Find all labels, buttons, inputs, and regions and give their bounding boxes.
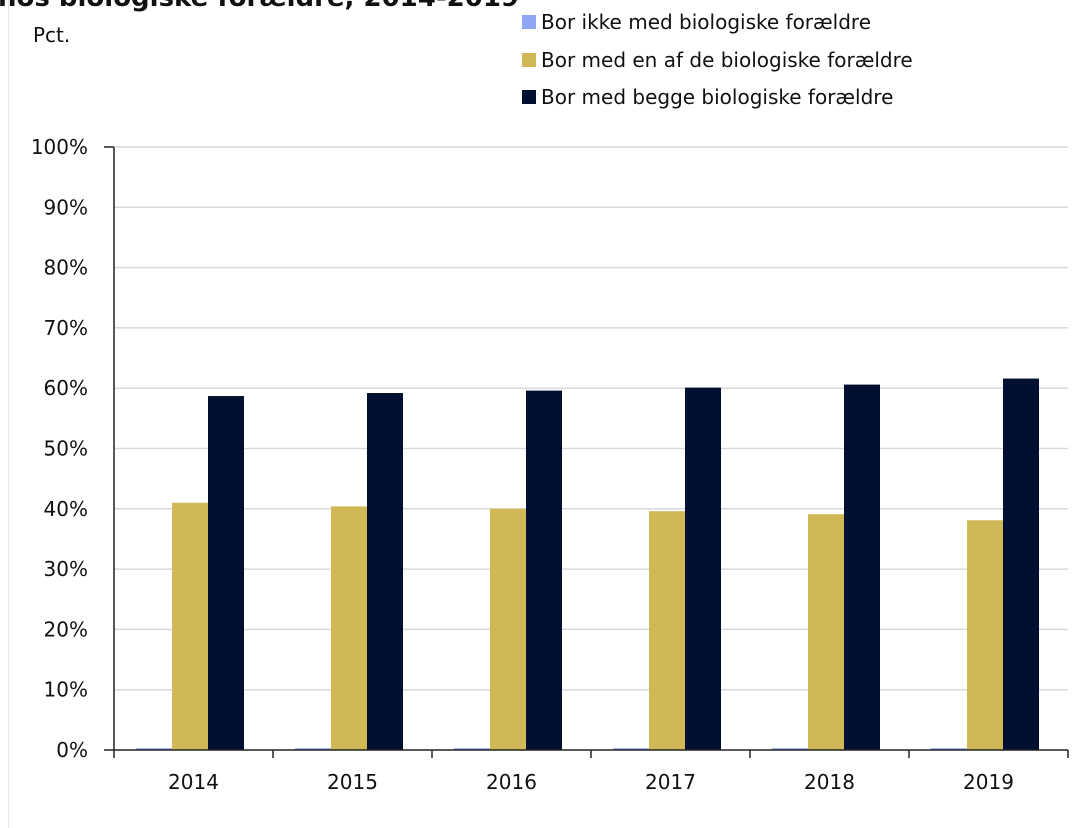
bar-begge-forældre xyxy=(526,390,562,750)
y-tick-label: 10% xyxy=(44,678,88,702)
x-tick-label: 2017 xyxy=(645,770,696,794)
bar-begge-forældre xyxy=(208,396,244,750)
legend-label: Bor med begge biologiske forældre xyxy=(541,85,893,109)
x-tick-label: 2015 xyxy=(327,770,378,794)
bar-bor-ikke xyxy=(772,748,808,750)
bar-en-forælder xyxy=(331,506,367,750)
x-tick-labels: 2014 2015 2016 2017 2018 2019 xyxy=(168,770,1014,794)
legend-swatch xyxy=(522,15,536,29)
bar-begge-forældre xyxy=(844,384,880,750)
y-tick-label: 70% xyxy=(44,316,88,340)
y-tick-label: 60% xyxy=(44,376,88,400)
y-tick-label: 100% xyxy=(31,135,88,159)
bar-begge-forældre xyxy=(367,393,403,750)
y-unit-label: Pct. xyxy=(33,23,70,47)
bar-en-forælder xyxy=(649,511,685,750)
y-tick-label: 50% xyxy=(44,437,88,461)
x-tick-label: 2016 xyxy=(486,770,537,794)
bar-en-forælder xyxy=(172,502,208,750)
bar-bor-ikke xyxy=(931,748,967,750)
chart-title: hos biologiske forældre, 2014-2019 xyxy=(0,0,519,13)
legend-swatch xyxy=(522,90,536,104)
x-tick-label: 2019 xyxy=(963,770,1014,794)
bar-begge-forældre xyxy=(685,387,721,750)
x-tick-label: 2014 xyxy=(168,770,219,794)
bar-bor-ikke xyxy=(295,748,331,750)
legend-label: Bor ikke med biologiske forældre xyxy=(541,10,871,34)
y-tick-label: 90% xyxy=(44,195,88,219)
bar-bor-ikke xyxy=(136,748,172,750)
bar-en-forælder xyxy=(808,514,844,750)
legend-label: Bor med en af de biologiske forældre xyxy=(541,48,913,72)
left-rule xyxy=(8,0,9,828)
gridlines xyxy=(114,146,1068,691)
y-tick-label: 30% xyxy=(44,557,88,581)
axes xyxy=(104,146,1069,758)
bar-bor-ikke xyxy=(454,748,490,750)
legend: Bor ikke med biologiske forældre Bor med … xyxy=(522,10,913,109)
y-tick-label: 40% xyxy=(44,497,88,521)
legend-swatch xyxy=(522,53,536,67)
bars xyxy=(136,378,1039,750)
y-tick-label: 80% xyxy=(44,256,88,280)
bar-begge-forældre xyxy=(1003,378,1039,750)
y-tick-label: 20% xyxy=(44,617,88,641)
bar-en-forælder xyxy=(967,520,1003,750)
x-tick-label: 2018 xyxy=(804,770,855,794)
bar-en-forælder xyxy=(490,508,526,750)
y-tick-label: 0% xyxy=(56,738,88,762)
bar-bor-ikke xyxy=(613,748,649,750)
y-tick-labels: 0% 10% 20% 30% 40% 50% 60% 70% 80% 90% 100% xyxy=(31,135,88,762)
